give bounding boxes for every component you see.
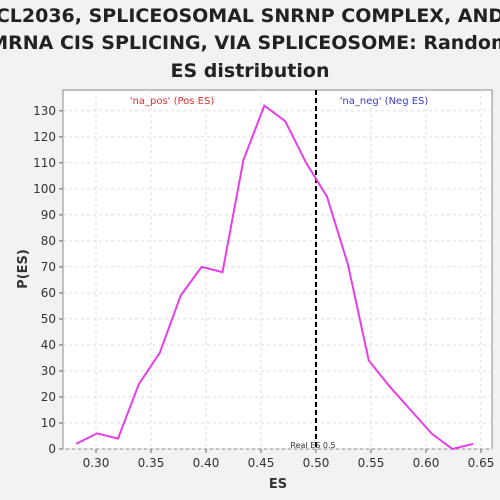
y-tick-label: 70 — [41, 260, 56, 274]
y-tick-label: 0 — [48, 442, 56, 456]
y-tick-label: 100 — [33, 182, 56, 196]
y-axis-label: P(ES) — [16, 249, 31, 289]
pos-es-annotation: 'na_pos' (Pos ES) — [130, 96, 215, 107]
plot-area — [62, 89, 493, 450]
x-tick-label: 0.35 — [138, 456, 165, 470]
y-axis-ticks: 0 10 20 30 40 50 60 70 80 90 100 110 120 130 — [33, 104, 63, 456]
x-tick-label: 0.55 — [358, 456, 385, 470]
y-tick-label: 60 — [41, 286, 56, 300]
neg-es-annotation: 'na_neg' (Neg ES) — [340, 96, 429, 107]
y-tick-label: 130 — [33, 104, 56, 118]
y-tick-label: 30 — [41, 364, 56, 378]
x-tick-label: 0.45 — [248, 456, 275, 470]
x-tick-label: 0.50 — [303, 456, 330, 470]
es-distribution-line — [75, 104, 474, 451]
x-axis-ticks: 0.30 0.35 0.40 0.45 0.50 0.55 0.60 0.65 — [83, 449, 495, 470]
y-tick-label: 20 — [41, 390, 56, 404]
real-es-label: Real ES 0.5 — [290, 441, 335, 450]
y-tick-label: 110 — [33, 156, 56, 170]
y-tick-label: 120 — [33, 130, 56, 144]
y-tick-label: 50 — [41, 312, 56, 326]
x-tick-label: 0.30 — [83, 456, 110, 470]
x-tick-label: 0.60 — [413, 456, 440, 470]
y-tick-label: 80 — [41, 234, 56, 248]
y-tick-label: 90 — [41, 208, 56, 222]
x-tick-label: 0.65 — [468, 456, 495, 470]
x-tick-label: 0.40 — [193, 456, 220, 470]
chart-title-line-1: CL2036, SPLICEOSOMAL SNRNP COMPLEX, AND — [0, 5, 500, 27]
y-tick-label: 40 — [41, 338, 56, 352]
y-tick-label: 10 — [41, 416, 56, 430]
x-axis-label: ES — [269, 477, 287, 492]
chart-title-line-2: MRNA CIS SPLICING, VIA SPLICEOSOME: Rand… — [0, 32, 500, 54]
chart-title-line-3: ES distribution — [171, 60, 330, 82]
